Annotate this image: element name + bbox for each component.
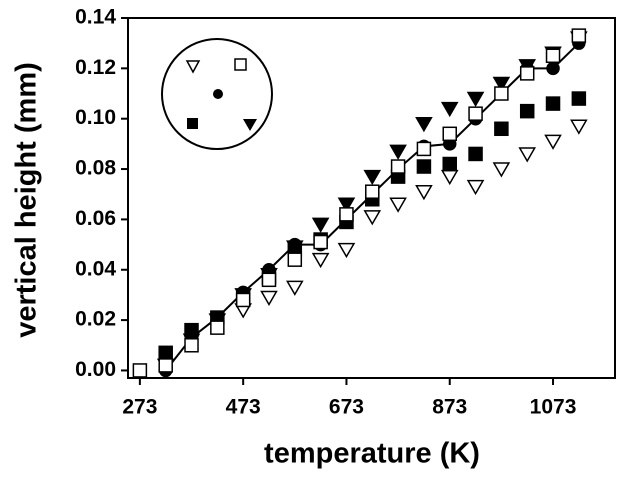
data-point — [545, 96, 561, 111]
data-point — [311, 252, 330, 269]
data-point — [492, 76, 511, 92]
data-point — [158, 358, 173, 373]
data-point — [518, 147, 537, 163]
y-tick-label: 0.00 — [75, 358, 116, 381]
series-line — [164, 42, 580, 372]
data-point — [365, 184, 380, 199]
data-point — [440, 169, 459, 186]
data-point — [337, 197, 356, 213]
x-tick-label: 873 — [432, 396, 467, 419]
data-point — [442, 156, 457, 172]
data-point — [311, 217, 330, 233]
x-tick-label: 1073 — [530, 396, 577, 419]
data-point — [260, 290, 278, 306]
x-tick-label: 473 — [226, 396, 261, 419]
x-tick-label: 673 — [329, 396, 364, 419]
data-point — [339, 207, 354, 222]
data-point — [415, 116, 433, 133]
data-point — [337, 242, 356, 259]
data-point — [261, 272, 277, 288]
data-point — [416, 141, 432, 157]
data-point — [235, 292, 251, 308]
data-point — [210, 320, 225, 335]
data-point — [440, 101, 459, 118]
data-point — [363, 210, 382, 226]
x-tick-label: 273 — [122, 396, 157, 419]
data-point — [519, 103, 535, 119]
data-point — [468, 146, 483, 162]
data-point — [442, 126, 457, 142]
data-point — [546, 61, 560, 76]
y-tick-label: 0.08 — [75, 157, 116, 180]
y-tick-label: 0.06 — [75, 207, 116, 230]
data-point — [158, 345, 173, 361]
data-point — [492, 162, 511, 178]
data-point — [545, 48, 561, 64]
y-tick-label: 0.12 — [75, 56, 116, 79]
data-point — [468, 106, 483, 121]
data-point — [416, 159, 432, 174]
data-point — [389, 144, 407, 160]
data-point — [390, 159, 406, 174]
data-point — [363, 169, 382, 186]
inset-diagram — [161, 38, 273, 150]
y-axis-label: vertical height (mm) — [11, 62, 43, 338]
data-point — [389, 197, 407, 213]
data-point — [132, 363, 148, 378]
data-point — [287, 252, 303, 267]
y-tick-label: 0.14 — [75, 6, 116, 29]
x-axis-label: temperature (K) — [264, 438, 480, 470]
y-tick-label: 0.10 — [75, 106, 116, 129]
data-point — [313, 234, 328, 250]
y-tick-label: 0.02 — [75, 308, 116, 331]
data-point — [494, 86, 509, 101]
data-point — [544, 134, 562, 150]
data-point — [519, 66, 535, 81]
data-point — [466, 91, 485, 108]
data-point — [415, 184, 433, 201]
data-point — [571, 91, 587, 106]
plot-frame — [127, 17, 616, 379]
data-point — [466, 179, 485, 196]
data-point — [288, 237, 302, 252]
data-point — [494, 121, 509, 137]
data-point — [184, 338, 199, 353]
data-point — [570, 119, 588, 135]
data-point — [286, 280, 304, 296]
data-point — [571, 28, 587, 43]
y-tick-label: 0.04 — [75, 257, 116, 280]
